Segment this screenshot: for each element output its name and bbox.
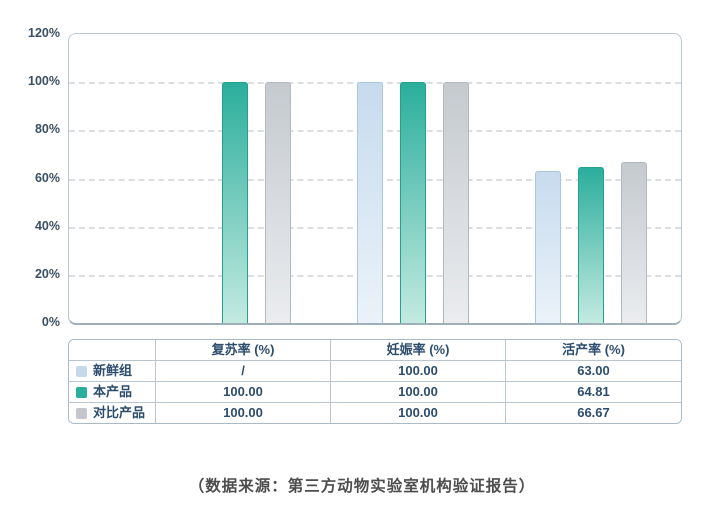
data-table: 复苏率 (%) 妊娠率 (%) 活产率 (%) 新鲜组/100.00 63.00 本产品 1… — [68, 339, 682, 424]
table-cell: 100.00 — [331, 361, 506, 382]
bar-our-product-cat0 — [221, 82, 248, 323]
y-axis-label: 20% — [34, 266, 60, 281]
bar-comparison-product-cat1 — [442, 82, 469, 323]
bar-comparison-product-cat0 — [264, 82, 291, 323]
row-label-text: 本产品 — [93, 384, 133, 399]
row-label-text: 新鲜组 — [93, 363, 133, 378]
table-header-cell: 活产率 (%) — [506, 340, 681, 361]
bar-our-product-cat2 — [578, 166, 605, 323]
table-header-cell: 复苏率 (%) — [156, 340, 331, 361]
table-cell: 100.00 — [331, 403, 506, 423]
row-label-comparison-product: 对比产品 — [69, 403, 156, 423]
table-cell: 100.00 — [156, 382, 331, 403]
row-label-text: 对比产品 — [93, 405, 146, 420]
y-axis-label: 120% — [28, 26, 60, 40]
table-header-cell — [69, 340, 156, 361]
y-axis-label: 80% — [34, 122, 60, 137]
table-cell: 100.00 — [331, 382, 506, 403]
table-cell: 66.67 — [506, 403, 681, 423]
legend-swatch-our-product — [76, 386, 87, 398]
bar-fresh-group-cat2 — [535, 171, 562, 323]
table-cell: / — [156, 361, 331, 382]
table-cell: 64.81 — [506, 382, 681, 403]
bar-our-product-cat1 — [399, 82, 426, 323]
y-axis-label: 40% — [34, 218, 60, 233]
row-label-fresh-group: 新鲜组 — [69, 361, 156, 382]
table-cell: 100.00 — [156, 403, 331, 423]
row-label-our-product: 本产品 — [69, 382, 156, 403]
legend-swatch-fresh-group — [76, 365, 87, 377]
bar-comparison-product-cat2 — [621, 162, 648, 323]
table-header-cell: 妊娠率 (%) — [331, 340, 506, 361]
legend-swatch-comparison-product — [76, 407, 87, 419]
y-axis-label: 0% — [41, 315, 60, 329]
chart-plot-area — [68, 33, 682, 325]
y-axis-label: 60% — [34, 170, 60, 185]
bar-chart: 120% 100% 80% 60% 40% 20% 0% — [28, 26, 682, 329]
y-axis-label: 100% — [28, 74, 60, 89]
bar-fresh-group-cat1 — [356, 82, 383, 323]
caption: （数据来源：第三方动物实验室机构验证报告） — [188, 478, 536, 495]
table-cell: 63.00 — [506, 361, 681, 382]
